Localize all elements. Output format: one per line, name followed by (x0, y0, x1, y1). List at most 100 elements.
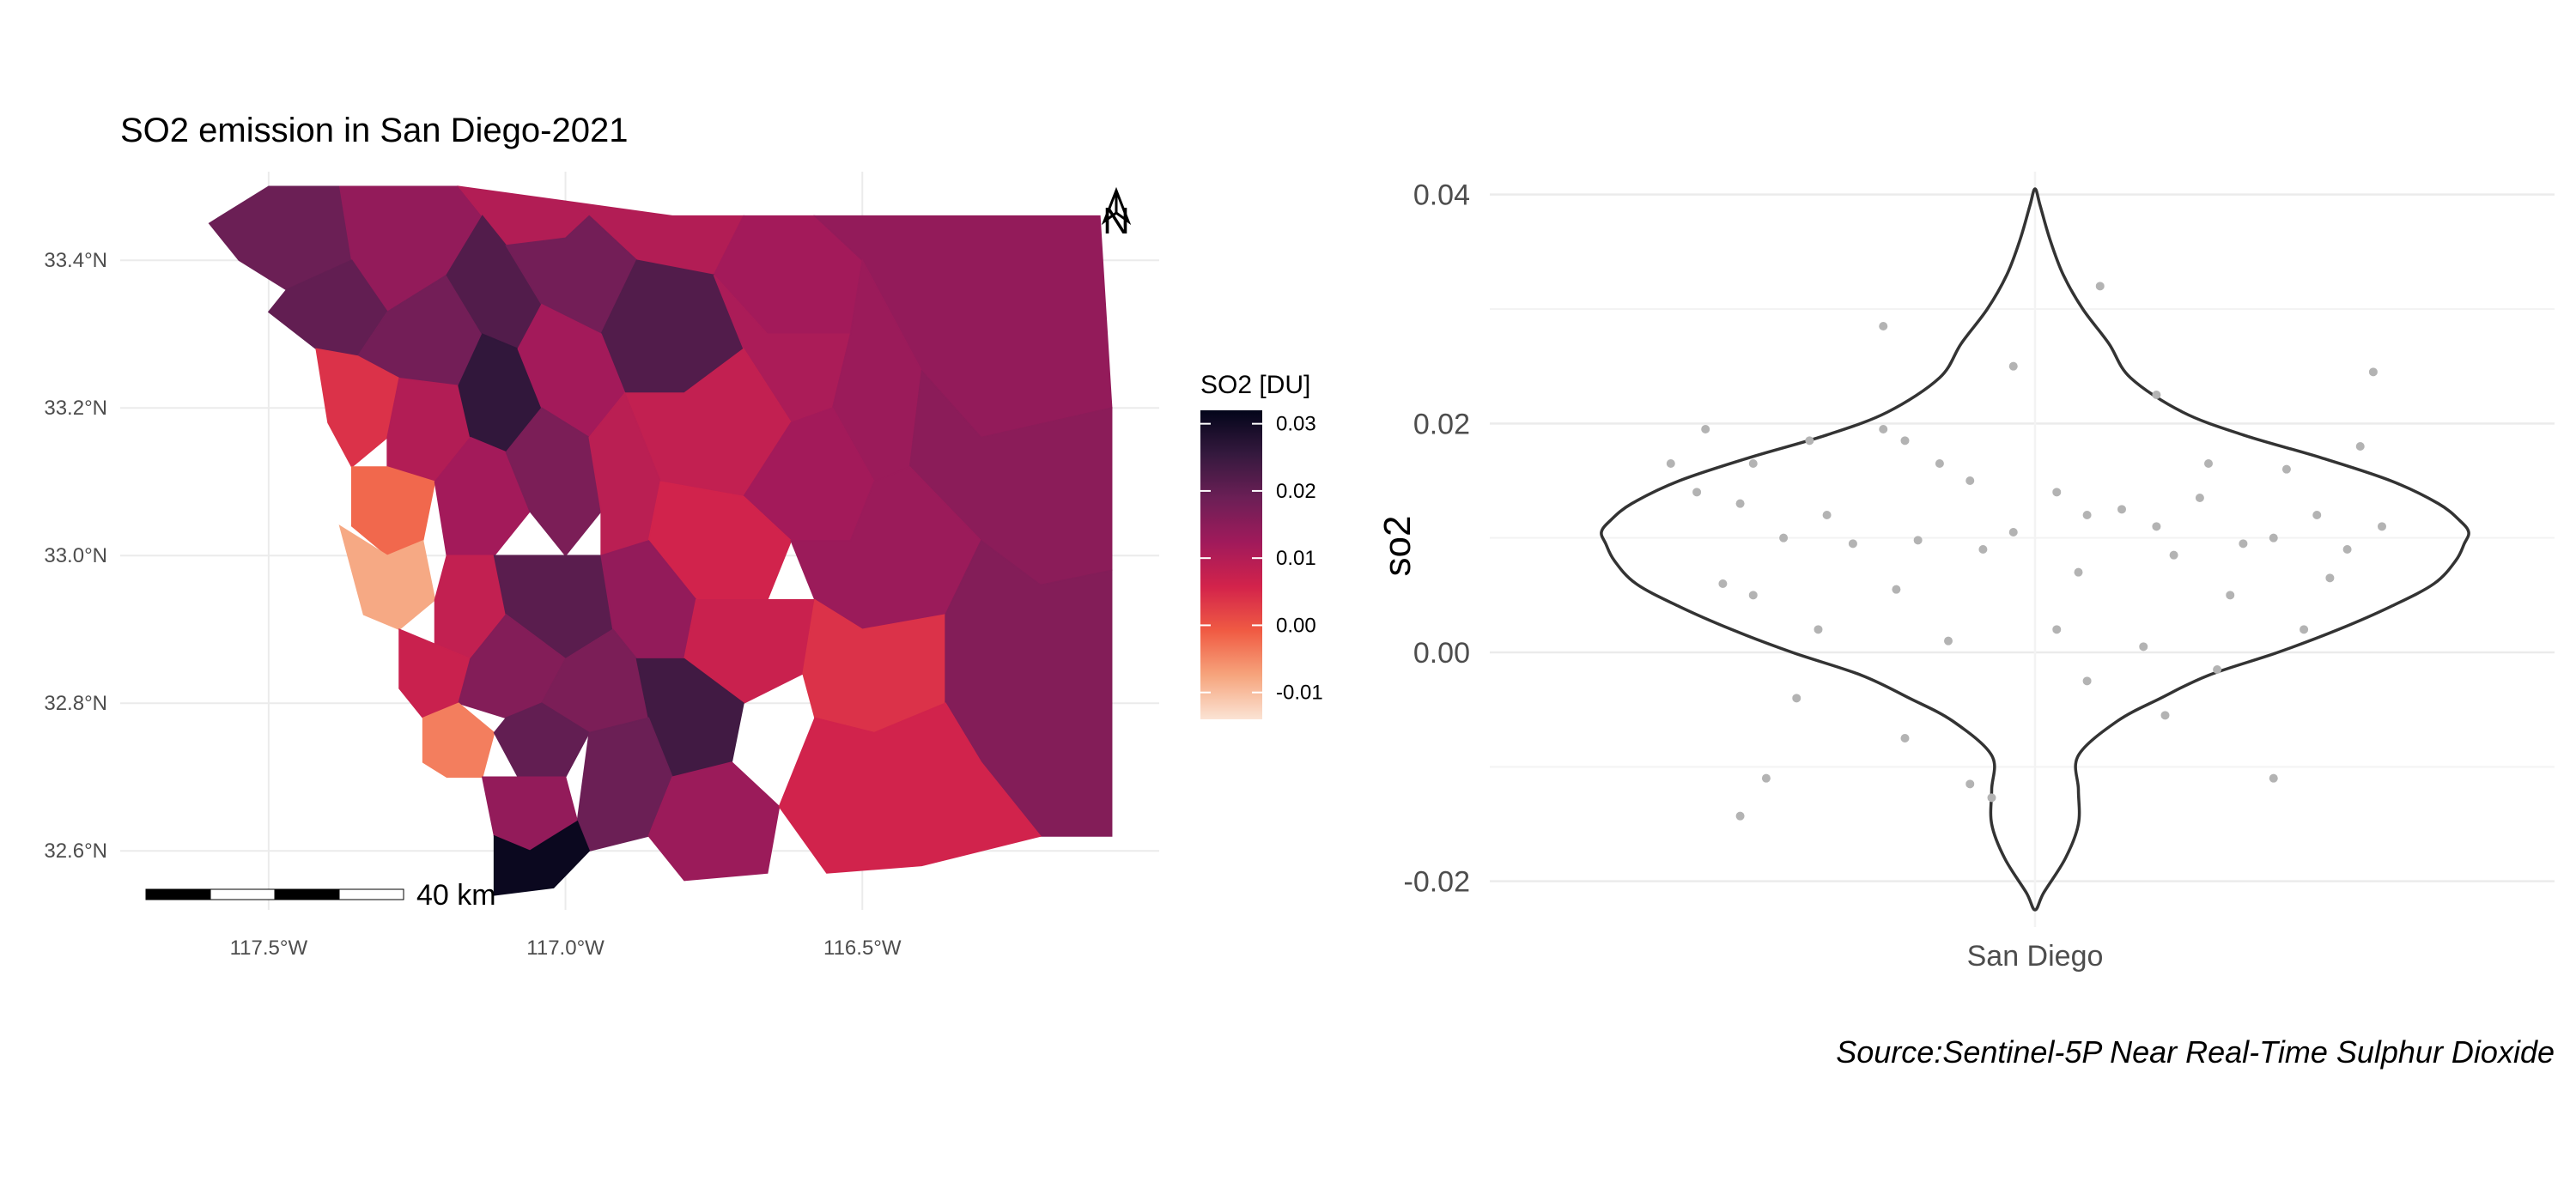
violin-point (1965, 779, 1975, 789)
north-label: N (1103, 200, 1130, 242)
map-title: SO2 emission in San Diego-2021 (120, 112, 628, 149)
violin-point (2160, 711, 2170, 720)
scale-bar: 40 km (145, 879, 496, 912)
legend-tick-label: 0.03 (1276, 413, 1316, 436)
violin-point (1735, 499, 1745, 508)
map-legend: SO2 [DU] 0.03 0.02 0.01 0.00 -0.01 (1200, 371, 1323, 719)
violin-point (2378, 522, 2386, 531)
violin-point (2095, 282, 2105, 291)
map-region (647, 761, 781, 882)
map-x-tick-label: 117.0°W (526, 937, 605, 960)
violin-point (2281, 464, 2291, 474)
violin-point (1822, 511, 1832, 519)
legend-tick-label: 0.02 (1276, 480, 1316, 503)
legend-tick-label: 0.00 (1276, 614, 1316, 637)
violin-point (1779, 533, 1789, 543)
violin-point (1848, 539, 1857, 549)
violin-gridlines (1490, 172, 2555, 927)
violin-point (2325, 573, 2335, 583)
scale-bar-segment (274, 888, 340, 900)
source-caption: Source:Sentinel-5P Near Real-Time Sulphu… (1836, 1034, 2555, 1070)
violin-point (2355, 442, 2365, 451)
map-x-tick-labels: 117.5°W 117.0°W 116.5°W (230, 937, 902, 960)
map-y-tick-label: 32.8°N (44, 692, 107, 715)
violin-point (2152, 522, 2161, 531)
violin-point (2052, 488, 2062, 497)
map-region (493, 820, 591, 896)
map-y-tick-labels: 32.6°N 32.8°N 33.0°N 33.2°N 33.4°N (44, 249, 107, 863)
violin-point (1900, 436, 1910, 446)
map-panel: SO2 emission in San Diego-2021 117.5°W 11… (44, 112, 1322, 960)
map-regions (208, 185, 1113, 896)
violin-point (1735, 811, 1745, 821)
violin-point (1965, 476, 1975, 485)
violin-point (2269, 773, 2278, 783)
violin-y-tick-label: 0.02 (1413, 408, 1470, 440)
violin-point (1666, 459, 1675, 468)
map-x-tick-label: 117.5°W (230, 937, 308, 960)
violin-point (2052, 625, 2062, 634)
map-y-tick-label: 32.6°N (44, 840, 107, 863)
violin-point (2117, 505, 2126, 514)
legend-ticks: 0.03 0.02 0.01 0.00 -0.01 (1200, 413, 1323, 705)
violin-point (1978, 545, 1988, 554)
violin-point (1944, 636, 1953, 646)
violin-panel: 0.04 0.02 0.00 -0.02 so2 San Diego (1376, 172, 2555, 973)
scale-bar-segment (210, 888, 276, 900)
violin-point (1987, 793, 1996, 803)
violin-point (1748, 591, 1758, 600)
violin-x-tick-label: San Diego (1967, 940, 2104, 973)
legend-title: SO2 [DU] (1200, 371, 1310, 399)
legend-tick-label: 0.01 (1276, 547, 1316, 570)
violin-point (1792, 694, 1801, 703)
violin-point (2082, 676, 2092, 686)
violin-point (1913, 536, 1923, 545)
legend-tick-label: -0.01 (1276, 682, 1323, 705)
violin-point (2368, 367, 2378, 377)
violin-point (2213, 665, 2222, 674)
violin-point (1900, 734, 1910, 743)
violin-point (2269, 533, 2278, 543)
violin-point (2139, 642, 2148, 652)
violin-point (2312, 511, 2322, 519)
violin-y-tick-label: -0.02 (1404, 866, 1471, 899)
violin-point (1892, 585, 1901, 594)
map-y-tick-label: 33.4°N (44, 249, 107, 272)
violin-y-axis-label: so2 (1376, 516, 1419, 577)
map-y-tick-label: 33.0°N (44, 544, 107, 567)
violin-point (1748, 459, 1758, 468)
violin-point (1879, 322, 1888, 330)
scale-bar-segment (338, 888, 404, 900)
violin-outline (1600, 187, 2470, 912)
violin-point (2008, 528, 2018, 536)
violin-point (2239, 539, 2248, 549)
map-y-tick-label: 33.2°N (44, 397, 107, 420)
map-region (422, 702, 495, 778)
violin-y-tick-labels: 0.04 0.02 0.00 -0.02 (1404, 179, 1471, 899)
legend-colorbar (1200, 410, 1262, 719)
violin-point (2169, 550, 2178, 560)
scale-bar-label: 40 km (416, 879, 496, 912)
violin-point (2195, 494, 2204, 502)
violin-point (1935, 459, 1944, 468)
north-arrow-icon: N (1101, 186, 1132, 242)
violin-point (1879, 425, 1888, 433)
violin-point (2152, 391, 2161, 399)
violin-point (1692, 488, 1702, 497)
violin-point (2226, 591, 2235, 600)
violin-y-tick-label: 0.00 (1413, 637, 1470, 670)
violin-y-tick-label: 0.04 (1413, 179, 1470, 212)
violin-point (1805, 436, 1814, 446)
violin-point (2204, 459, 2213, 468)
map-region (778, 702, 1042, 874)
violin-point (1701, 425, 1710, 433)
scale-bar-segment (145, 888, 211, 900)
map-x-tick-label: 116.5°W (823, 937, 902, 960)
violin-points (1666, 282, 2386, 821)
violin-point (2300, 625, 2309, 634)
violin-point (2342, 545, 2352, 554)
violin-point (1814, 625, 1823, 634)
violin-point (2008, 361, 2018, 371)
violin-point (2074, 567, 2083, 577)
